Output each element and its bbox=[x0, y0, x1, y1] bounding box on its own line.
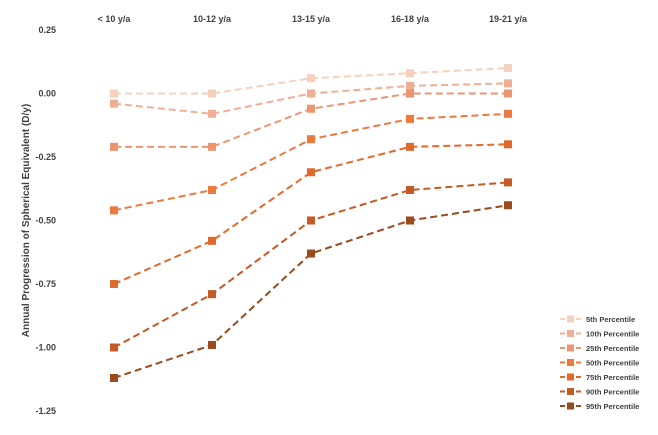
legend-marker-swatch bbox=[567, 315, 574, 323]
y-tick-label: -0.75 bbox=[35, 279, 56, 289]
data-point-marker bbox=[406, 69, 414, 78]
data-point-marker bbox=[504, 64, 512, 73]
legend-label: 75th Percentile bbox=[586, 373, 639, 382]
legend-item: 50th Percentile bbox=[560, 359, 639, 368]
legend-item: 75th Percentile bbox=[560, 373, 639, 382]
legend-item: 5th Percentile bbox=[560, 315, 635, 324]
x-tick-label: < 10 y/a bbox=[98, 14, 132, 24]
legend-label: 5th Percentile bbox=[586, 315, 635, 324]
series-line bbox=[113, 204, 509, 379]
series-line bbox=[113, 112, 509, 212]
data-point-marker bbox=[406, 81, 414, 90]
y-tick-label: 0.00 bbox=[38, 89, 56, 99]
series-group bbox=[110, 178, 512, 352]
series-group bbox=[110, 64, 512, 98]
x-tick-label: 19-21 y/a bbox=[489, 14, 528, 24]
data-point-marker bbox=[110, 99, 118, 108]
legend-item: 25th Percentile bbox=[560, 344, 639, 353]
legend-label: 10th Percentile bbox=[586, 330, 639, 339]
data-point-marker bbox=[208, 109, 216, 118]
data-point-marker bbox=[307, 249, 315, 258]
y-axis-title: Annual Progression of Spherical Equivale… bbox=[21, 104, 32, 337]
legend-label: 50th Percentile bbox=[586, 359, 639, 368]
data-point-marker bbox=[110, 373, 118, 382]
data-point-marker bbox=[208, 340, 216, 349]
series-group bbox=[110, 89, 512, 151]
data-point-marker bbox=[504, 89, 512, 98]
y-axis-tick-labels: 0.25 0.00 -0.25 -0.50 -0.75 -1.00 -1.25 bbox=[35, 25, 56, 416]
series-group bbox=[110, 140, 512, 288]
x-tick-label: 10-12 y/a bbox=[193, 14, 232, 24]
data-point-marker bbox=[110, 343, 118, 352]
data-point-marker bbox=[307, 74, 315, 83]
x-tick-label: 16-18 y/a bbox=[391, 14, 430, 24]
data-point-marker bbox=[110, 142, 118, 151]
legend-marker-swatch bbox=[567, 359, 574, 366]
data-point-marker bbox=[406, 142, 414, 151]
data-point-marker bbox=[504, 178, 512, 187]
series-group bbox=[110, 201, 512, 382]
legend-item: 95th Percentile bbox=[560, 402, 639, 411]
series-line bbox=[113, 143, 509, 285]
data-point-marker bbox=[208, 236, 216, 245]
data-point-marker bbox=[504, 140, 512, 149]
legend-label: 90th Percentile bbox=[586, 388, 639, 397]
x-tick-label: 13-15 y/a bbox=[292, 14, 331, 24]
legend-marker-swatch bbox=[567, 402, 574, 410]
data-point-marker bbox=[110, 206, 118, 215]
data-point-marker bbox=[307, 135, 315, 144]
data-point-marker bbox=[504, 79, 512, 88]
data-point-marker bbox=[406, 216, 414, 225]
y-tick-label: -1.00 bbox=[35, 343, 56, 353]
data-point-marker bbox=[208, 290, 216, 299]
data-point-marker bbox=[307, 89, 315, 98]
data-point-marker bbox=[307, 104, 315, 113]
data-point-marker bbox=[406, 89, 414, 98]
legend-item: 90th Percentile bbox=[560, 388, 639, 397]
data-point-marker bbox=[208, 89, 216, 98]
legend-marker-swatch bbox=[567, 344, 574, 352]
legend-label: 95th Percentile bbox=[586, 402, 639, 411]
data-point-marker bbox=[307, 216, 315, 225]
data-point-marker bbox=[110, 280, 118, 288]
series-line bbox=[113, 181, 509, 349]
y-tick-label: 0.25 bbox=[38, 25, 56, 35]
legend: 5th Percentile 10th Percentile 25th Percen… bbox=[560, 315, 639, 411]
legend-item: 10th Percentile bbox=[560, 330, 639, 339]
legend-marker-swatch bbox=[567, 373, 574, 381]
data-point-marker bbox=[110, 89, 118, 98]
data-point-marker bbox=[406, 186, 414, 195]
y-tick-label: -1.25 bbox=[35, 406, 56, 416]
data-point-marker bbox=[504, 201, 512, 210]
series-lines bbox=[110, 64, 512, 382]
data-point-marker bbox=[208, 142, 216, 151]
y-tick-label: -0.25 bbox=[35, 152, 56, 162]
data-point-marker bbox=[307, 168, 315, 177]
legend-marker-swatch bbox=[567, 330, 574, 337]
series-group bbox=[110, 79, 512, 118]
legend-label: 25th Percentile bbox=[586, 344, 639, 353]
x-axis-tick-labels: < 10 y/a 10-12 y/a 13-15 y/a 16-18 y/a 19-21… bbox=[98, 14, 528, 24]
data-point-marker bbox=[406, 114, 414, 123]
legend-marker-swatch bbox=[567, 388, 574, 395]
data-point-marker bbox=[504, 109, 512, 118]
data-point-marker bbox=[208, 186, 216, 195]
series-group bbox=[110, 109, 512, 215]
y-tick-label: -0.50 bbox=[35, 216, 56, 226]
